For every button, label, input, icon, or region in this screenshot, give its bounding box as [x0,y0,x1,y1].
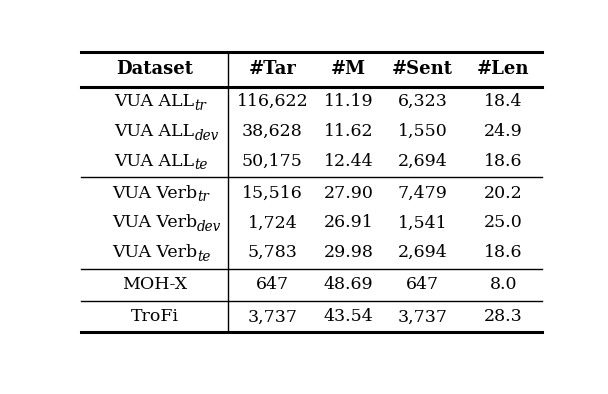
Text: 48.69: 48.69 [323,276,373,293]
Text: 7,479: 7,479 [398,185,447,202]
Text: 38,628: 38,628 [242,123,303,140]
Text: 12.44: 12.44 [323,152,373,169]
Text: 29.98: 29.98 [323,244,373,261]
Text: 647: 647 [406,276,439,293]
Text: #Len: #Len [477,60,530,78]
Text: 2,694: 2,694 [398,152,447,169]
Text: 3,737: 3,737 [247,309,297,325]
Text: 43.54: 43.54 [323,309,373,325]
Text: 50,175: 50,175 [242,152,303,169]
Text: 15,516: 15,516 [242,185,303,202]
Text: tr: tr [195,99,207,113]
Text: 28.3: 28.3 [484,309,523,325]
Text: 647: 647 [256,276,289,293]
Text: 11.19: 11.19 [323,93,373,110]
Text: TroFi: TroFi [131,309,179,325]
Text: te: te [197,250,210,264]
Text: Dataset: Dataset [116,60,193,78]
Text: 24.9: 24.9 [484,123,523,140]
Text: 116,622: 116,622 [237,93,308,110]
Text: 20.2: 20.2 [484,185,523,202]
Text: 1,724: 1,724 [247,214,297,231]
Text: 25.0: 25.0 [484,214,523,231]
Text: #Sent: #Sent [392,60,453,78]
Text: dev: dev [197,220,221,234]
Text: 18.6: 18.6 [484,244,522,261]
Text: 1,541: 1,541 [398,214,447,231]
Text: VUA ALL: VUA ALL [114,123,195,140]
Text: 11.62: 11.62 [323,123,373,140]
Text: tr: tr [197,190,209,204]
Text: 2,694: 2,694 [398,244,447,261]
Text: VUA Verb: VUA Verb [112,244,197,261]
Text: 1,550: 1,550 [398,123,447,140]
Text: VUA Verb: VUA Verb [112,214,197,231]
Text: MOH-X: MOH-X [122,276,187,293]
Text: 27.90: 27.90 [323,185,373,202]
Text: #M: #M [331,60,366,78]
Text: VUA ALL: VUA ALL [114,152,195,169]
Text: #Tar: #Tar [249,60,296,78]
Text: 18.4: 18.4 [484,93,522,110]
Text: VUA ALL: VUA ALL [114,93,195,110]
Text: VUA Verb: VUA Verb [112,185,197,202]
Text: 5,783: 5,783 [247,244,297,261]
Text: 18.6: 18.6 [484,152,522,169]
Text: te: te [195,158,208,172]
Text: 3,737: 3,737 [398,309,447,325]
Text: 26.91: 26.91 [323,214,373,231]
Text: 6,323: 6,323 [398,93,447,110]
Text: 8.0: 8.0 [489,276,517,293]
Text: dev: dev [195,128,219,143]
